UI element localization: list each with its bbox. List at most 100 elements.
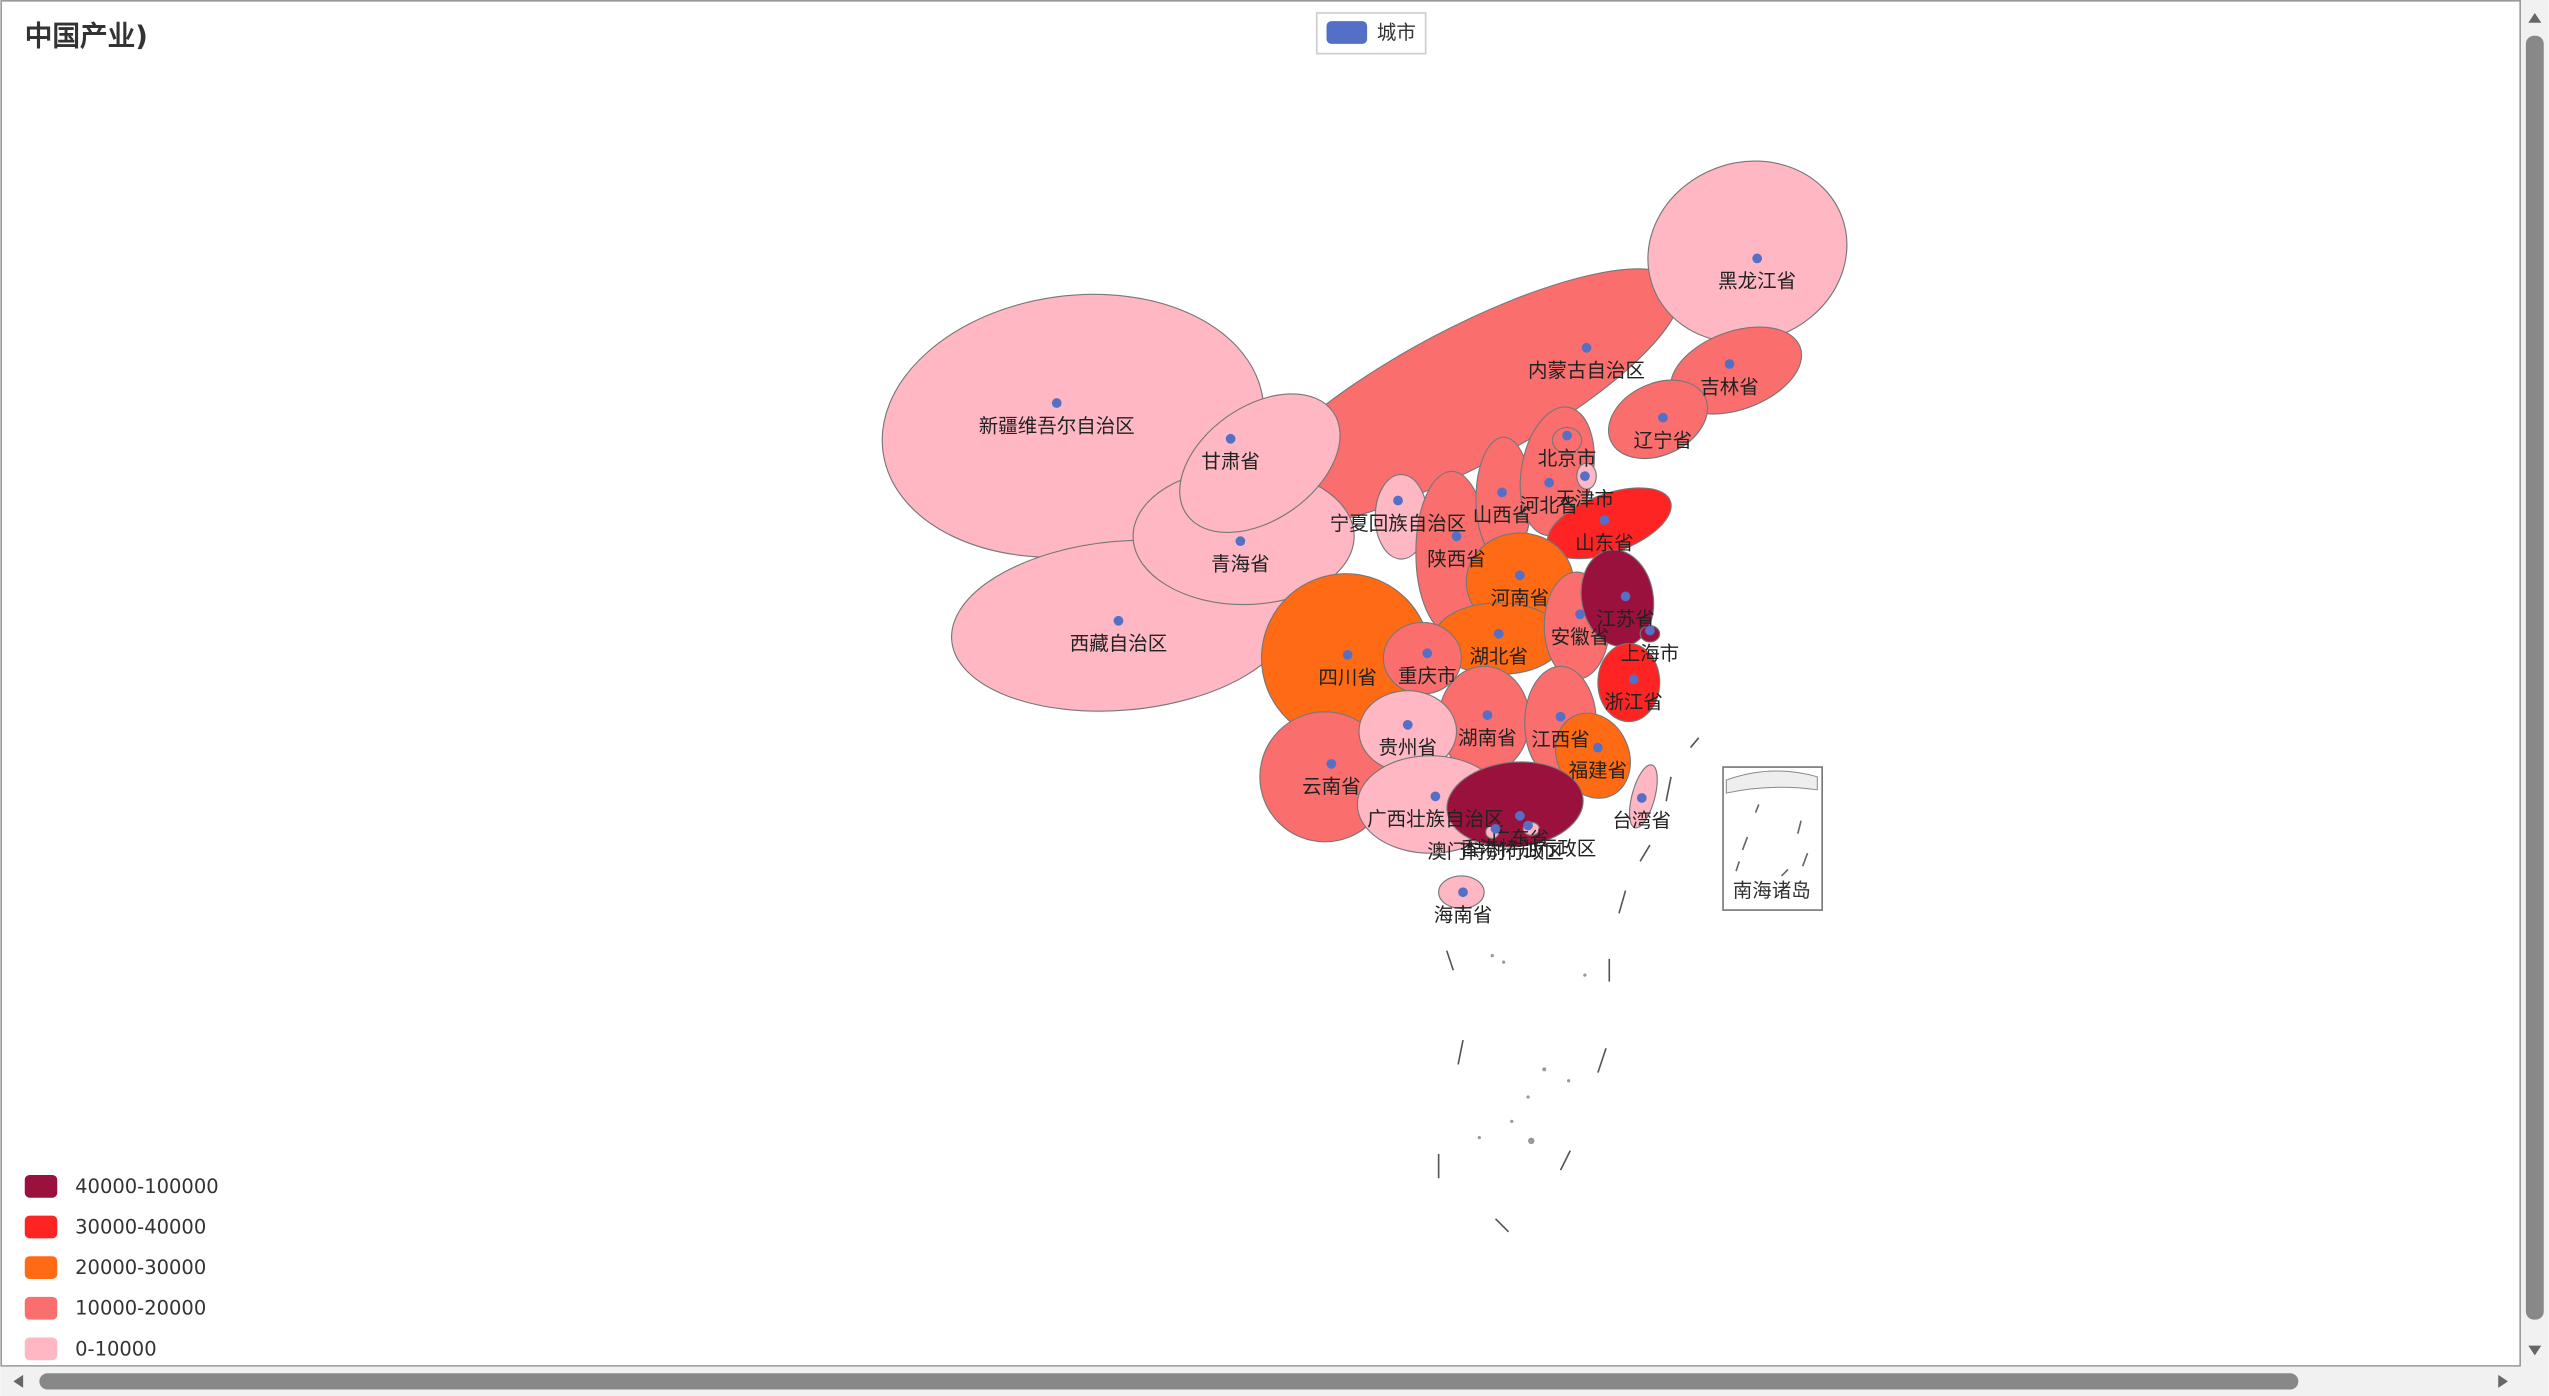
- province-label: 北京市: [1538, 447, 1597, 470]
- province-label: 浙江省: [1604, 691, 1663, 714]
- city-point: [1544, 477, 1555, 488]
- province[interactable]: [1597, 642, 1661, 723]
- city-point: [1555, 711, 1566, 722]
- province-label: 河南省: [1491, 587, 1550, 610]
- city-point: [1451, 531, 1462, 542]
- province-label: 天津市: [1556, 487, 1615, 510]
- v-scrollbar-thumb[interactable]: [2525, 35, 2544, 1320]
- city-point: [1402, 719, 1413, 730]
- province-label: 云南省: [1302, 775, 1361, 798]
- visual-map-swatch[interactable]: [24, 1174, 58, 1198]
- inset-dashes: [1735, 804, 1809, 877]
- province-label: 上海市: [1621, 642, 1680, 665]
- province-label: 贵州省: [1379, 736, 1438, 759]
- city-point: [1235, 536, 1246, 547]
- province-label: 甘肃省: [1201, 450, 1260, 473]
- city-point: [1562, 430, 1572, 441]
- city-point: [1593, 742, 1603, 753]
- city-point: [1490, 823, 1501, 834]
- city-point: [1430, 791, 1441, 802]
- city-point: [1458, 887, 1468, 898]
- province-label: 西藏自治区: [1070, 632, 1168, 655]
- chart-title: 中国产业): [25, 20, 148, 53]
- province[interactable]: [1596, 365, 1720, 474]
- city-point: [1497, 487, 1507, 498]
- province-label: 四川省: [1318, 666, 1377, 689]
- city-point: [1575, 609, 1585, 620]
- inset-label: 南海诸岛: [1733, 879, 1811, 902]
- city-point: [1580, 471, 1590, 482]
- frame: [0, 0, 2521, 1367]
- city-point: [1581, 342, 1592, 353]
- city-point: [1515, 570, 1525, 581]
- city-point: [1620, 591, 1631, 602]
- province-label: 江西省: [1531, 728, 1590, 751]
- city-point: [1599, 515, 1610, 525]
- province[interactable]: [1443, 756, 1586, 852]
- province-label: 江苏省: [1596, 608, 1655, 631]
- province-label: 广东省: [1491, 827, 1550, 850]
- city-point: [1393, 495, 1403, 506]
- islands: [1477, 953, 1587, 1145]
- city-point: [1225, 433, 1236, 444]
- south-china-sea-inset: 南海诸岛: [1722, 766, 1823, 911]
- visual-map: 40000-100000 30000-40000 20000-30000 10000-…: [24, 1174, 219, 1361]
- province-label: 吉林省: [1700, 375, 1759, 398]
- province-label: 广西壮族自治区: [1367, 808, 1504, 831]
- city-point: [1342, 650, 1353, 660]
- city-point: [1658, 412, 1668, 423]
- city-point: [1482, 710, 1493, 720]
- province-label: 澳门特别行政区: [1427, 840, 1564, 863]
- visual-map-label[interactable]: 10000-20000: [75, 1297, 206, 1320]
- city-point: [1326, 758, 1337, 769]
- city-point: [1628, 674, 1639, 685]
- nine-dash-line: [1437, 737, 1700, 1233]
- city-point: [1724, 359, 1735, 369]
- inset-coast: [1725, 770, 1818, 794]
- regions: [881, 160, 1848, 910]
- visual-map-swatch[interactable]: [24, 1215, 58, 1239]
- city-point: [1051, 398, 1062, 408]
- province-label: 黑龙江省: [1718, 270, 1796, 293]
- province-label: 台湾省: [1613, 809, 1672, 832]
- city-point: [1515, 810, 1525, 821]
- province-label: 河北省: [1520, 494, 1579, 517]
- legend-swatch: [1326, 21, 1368, 44]
- province-label: 内蒙古自治区: [1528, 359, 1645, 382]
- city-point: [1493, 628, 1504, 639]
- visual-map-label[interactable]: 40000-100000: [75, 1175, 219, 1198]
- h-scrollbar-thumb[interactable]: [39, 1373, 2299, 1390]
- province-label: 海南省: [1434, 903, 1493, 926]
- province-label: 福建省: [1569, 759, 1628, 782]
- city-point: [1645, 625, 1655, 636]
- visual-map-swatch[interactable]: [24, 1296, 58, 1320]
- province-label: 湖北省: [1470, 645, 1529, 668]
- visual-map-label[interactable]: 0-10000: [75, 1337, 156, 1360]
- visual-map-swatch[interactable]: [24, 1256, 58, 1279]
- province-label: 香港特别行政区: [1460, 837, 1597, 860]
- visual-map-label[interactable]: 20000-30000: [75, 1256, 206, 1279]
- province-label: 山西省: [1473, 504, 1532, 527]
- province-label: 宁夏回族自治区: [1330, 512, 1467, 535]
- city-point: [1523, 820, 1533, 831]
- province-label: 陕西省: [1427, 548, 1486, 571]
- province-label: 新疆维吾尔自治区: [979, 414, 1135, 437]
- province-label: 湖南省: [1458, 726, 1517, 749]
- city-point: [1113, 615, 1124, 626]
- city-point: [1752, 253, 1763, 264]
- city-point: [1636, 793, 1647, 803]
- legend[interactable]: 城市: [1315, 12, 1427, 55]
- province-label: 青海省: [1211, 552, 1270, 575]
- city-point: [1422, 648, 1433, 659]
- visual-map-label[interactable]: 30000-40000: [75, 1215, 206, 1238]
- legend-label: 城市: [1377, 21, 1416, 44]
- province-label: 重庆市: [1398, 665, 1457, 688]
- province-label: 山东省: [1575, 531, 1634, 554]
- province-label: 辽宁省: [1634, 429, 1693, 452]
- province[interactable]: [1154, 365, 1366, 561]
- province-label: 安徽省: [1551, 626, 1610, 649]
- visual-map-swatch[interactable]: [24, 1337, 58, 1361]
